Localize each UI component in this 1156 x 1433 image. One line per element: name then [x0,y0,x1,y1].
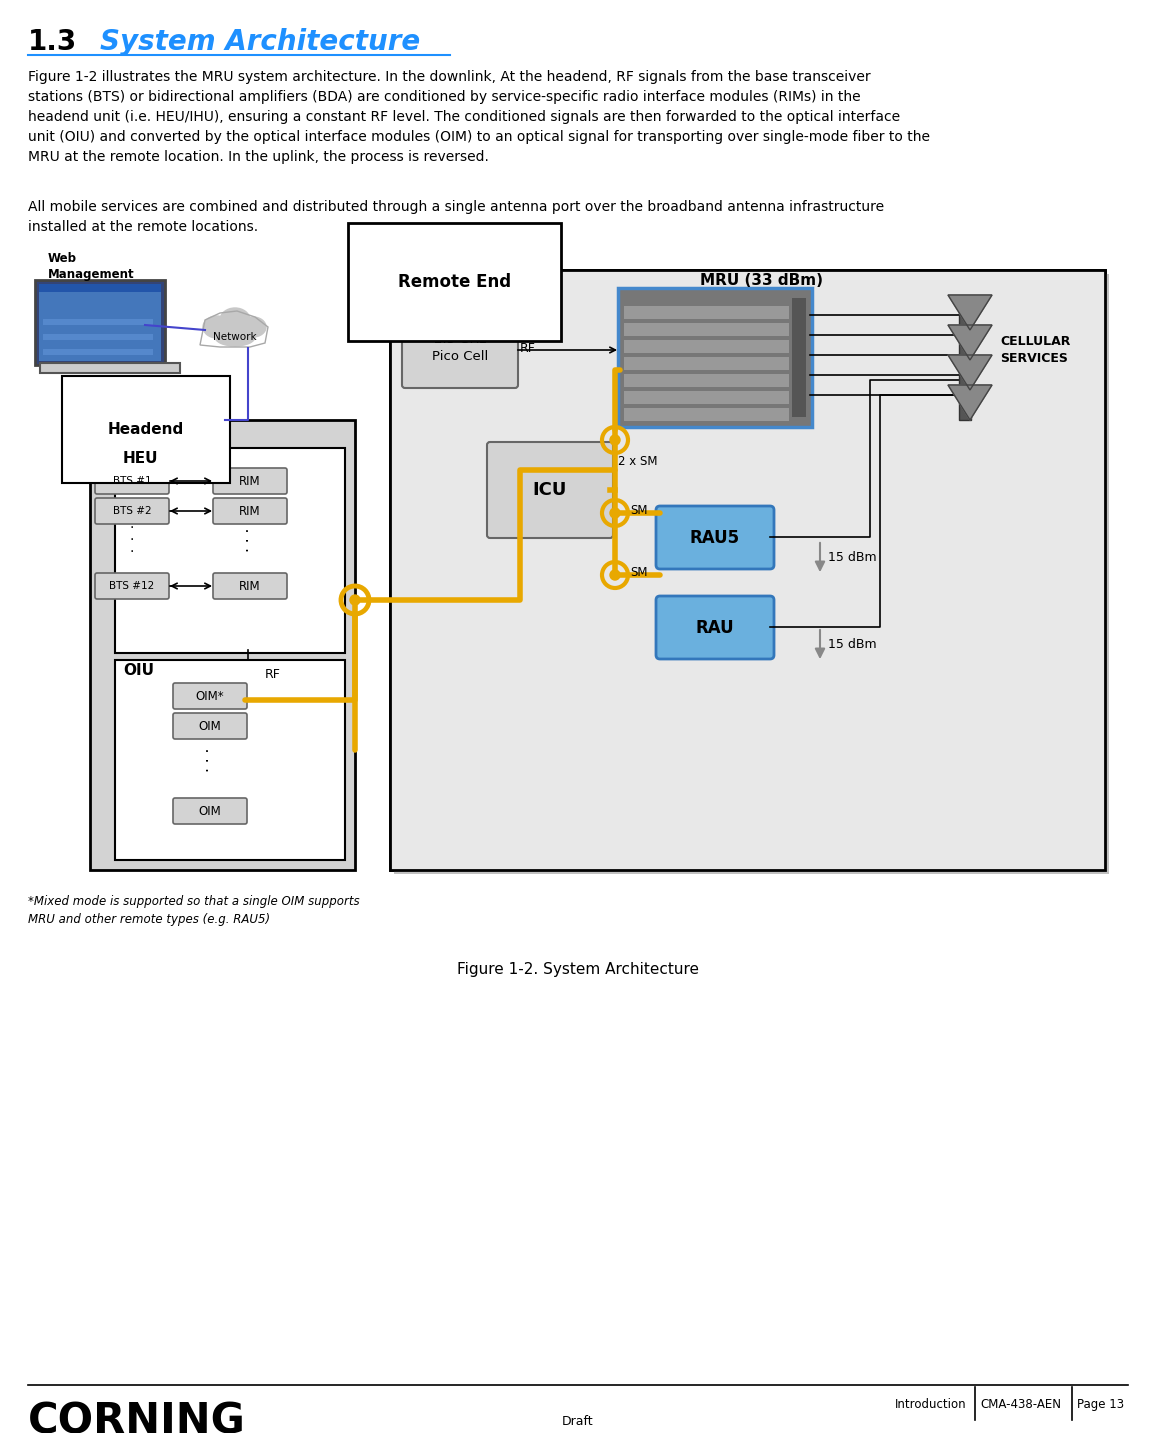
FancyBboxPatch shape [624,374,790,387]
Text: All mobile services are combined and distributed through a single antenna port o: All mobile services are combined and dis… [28,201,884,234]
FancyBboxPatch shape [624,340,790,353]
Text: Web
Management: Web Management [49,252,134,281]
FancyBboxPatch shape [394,274,1109,874]
FancyBboxPatch shape [95,499,169,524]
Text: RIM: RIM [239,579,261,592]
FancyBboxPatch shape [624,408,790,421]
Polygon shape [948,295,992,330]
Text: 15 dBm: 15 dBm [828,638,876,651]
Text: OIM*: OIM* [195,689,224,702]
FancyBboxPatch shape [390,269,1105,870]
Text: SM: SM [630,503,647,516]
Text: RIM: RIM [239,474,261,487]
Text: 15 dBm: 15 dBm [828,550,876,563]
Text: CELLULAR
SERVICES: CELLULAR SERVICES [1000,335,1070,365]
FancyBboxPatch shape [390,269,1105,870]
Text: Page 13: Page 13 [1077,1399,1124,1412]
Circle shape [350,595,360,605]
Polygon shape [948,355,992,390]
Text: System Architecture: System Architecture [101,29,421,56]
Text: *Mixed mode is supported so that a single OIM supports
MRU and other remote type: *Mixed mode is supported so that a singl… [28,896,360,926]
Text: HEU: HEU [123,451,158,466]
FancyBboxPatch shape [43,320,153,325]
Polygon shape [948,325,992,360]
Text: · · ·: · · · [243,527,258,552]
Text: OIM: OIM [199,719,222,732]
Polygon shape [948,385,992,420]
Text: Introduction: Introduction [895,1399,966,1412]
FancyBboxPatch shape [959,305,971,420]
Text: Figure 1-2 illustrates the MRU system architecture. In the downlink, At the head: Figure 1-2 illustrates the MRU system ar… [28,70,929,165]
Text: BTS #12: BTS #12 [110,580,155,590]
Text: ·
·
·: · · · [129,522,134,559]
Circle shape [610,509,620,517]
Text: RIM: RIM [239,504,261,517]
FancyBboxPatch shape [402,307,518,388]
FancyBboxPatch shape [624,307,790,320]
Text: ICU: ICU [533,481,568,499]
FancyBboxPatch shape [43,350,153,355]
Text: Network: Network [213,332,257,342]
Text: 2 x SM: 2 x SM [618,456,658,469]
FancyBboxPatch shape [655,506,775,569]
Text: Draft: Draft [562,1414,594,1429]
FancyBboxPatch shape [624,322,790,335]
Ellipse shape [220,308,250,332]
Text: · · ·: · · · [202,748,217,772]
FancyBboxPatch shape [43,334,153,340]
FancyBboxPatch shape [173,684,247,709]
Circle shape [610,570,620,580]
FancyBboxPatch shape [90,420,355,870]
Text: Headend: Headend [108,421,184,437]
FancyBboxPatch shape [39,284,161,361]
FancyBboxPatch shape [95,469,169,494]
FancyBboxPatch shape [618,288,812,427]
Text: OIU: OIU [123,663,154,678]
Text: RAU5: RAU5 [690,529,740,546]
FancyBboxPatch shape [173,714,247,739]
Text: 2.5 GHz
Pico Cell: 2.5 GHz Pico Cell [432,332,488,363]
Text: BTS #1: BTS #1 [112,476,151,486]
Text: MRU (33 dBm): MRU (33 dBm) [701,274,823,288]
Text: OIM: OIM [199,804,222,817]
FancyBboxPatch shape [792,298,806,417]
Text: 1.3: 1.3 [28,29,77,56]
FancyBboxPatch shape [624,391,790,404]
Ellipse shape [240,317,266,337]
Text: Figure 1-2. System Architecture: Figure 1-2. System Architecture [457,962,699,977]
FancyBboxPatch shape [655,596,775,659]
FancyBboxPatch shape [173,798,247,824]
Circle shape [610,436,620,446]
Text: RF: RF [520,342,536,355]
FancyBboxPatch shape [487,441,613,537]
Text: CMA-438-AEN: CMA-438-AEN [980,1399,1061,1412]
FancyBboxPatch shape [114,661,344,860]
Text: Remote End: Remote End [398,274,511,291]
FancyBboxPatch shape [213,573,287,599]
Text: RAU: RAU [696,619,734,636]
FancyBboxPatch shape [114,449,344,653]
Text: SM: SM [630,566,647,579]
FancyBboxPatch shape [213,469,287,494]
FancyBboxPatch shape [213,499,287,524]
Text: BTS #2: BTS #2 [112,506,151,516]
Ellipse shape [215,328,255,345]
Ellipse shape [203,317,231,338]
Text: CORNING: CORNING [28,1400,246,1433]
FancyBboxPatch shape [40,363,180,373]
FancyBboxPatch shape [95,573,169,599]
Text: RF: RF [265,668,281,681]
FancyBboxPatch shape [39,284,161,292]
FancyBboxPatch shape [35,279,165,365]
FancyBboxPatch shape [624,357,790,370]
